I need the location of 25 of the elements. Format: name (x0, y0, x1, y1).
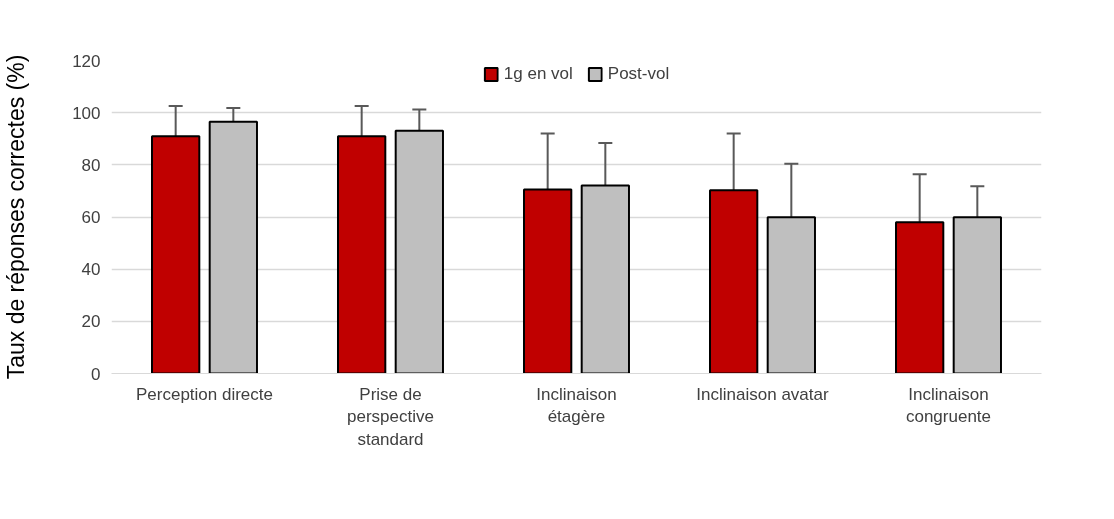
y-tick-label: 80 (81, 155, 101, 175)
bar (394, 129, 444, 374)
bar (208, 120, 258, 374)
y-tick-label: 20 (81, 312, 101, 332)
x-tick-label: Inclinaison avatar (696, 384, 829, 404)
y-axis-title: Taux de réponses correctes (%) (3, 54, 30, 380)
y-tick-label: 120 (72, 51, 101, 71)
y-tick-label: 60 (81, 208, 101, 227)
x-tick-label: Perception directe (135, 384, 274, 404)
y-tick-label: 100 (72, 103, 101, 123)
x-tick-label: Inclinaison congruente (905, 384, 992, 427)
y-tick-label: 0 (91, 364, 101, 384)
bar (952, 216, 1002, 374)
x-tick-label: Inclinaison étagère (536, 384, 617, 427)
bar (766, 216, 816, 374)
bar (523, 188, 573, 374)
bar (151, 135, 201, 374)
legend-label: 1g en vol (503, 64, 573, 84)
bar (337, 135, 387, 374)
bar (580, 184, 630, 374)
bar (895, 221, 945, 374)
x-tick-label: Prise de perspective standard (347, 384, 434, 450)
legend-label: Post-vol (607, 64, 670, 84)
y-tick-label: 40 (81, 260, 101, 280)
bar (709, 189, 759, 374)
